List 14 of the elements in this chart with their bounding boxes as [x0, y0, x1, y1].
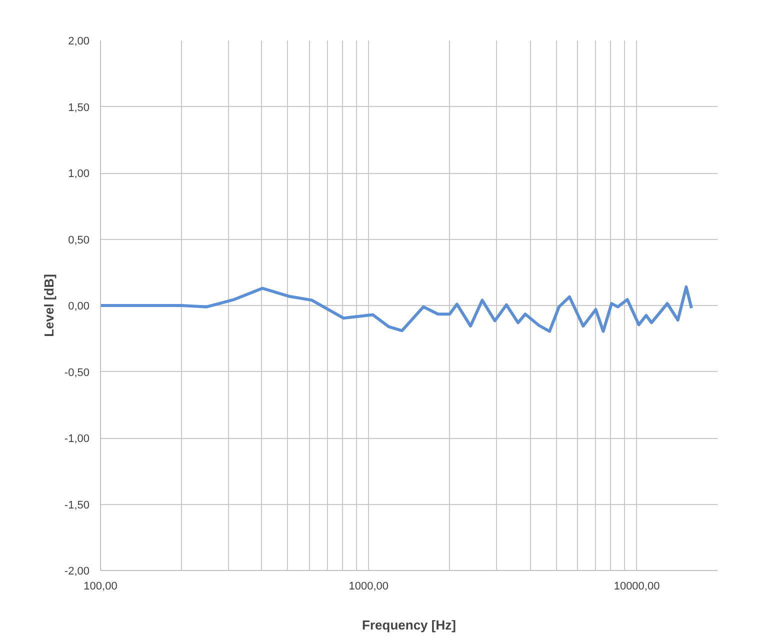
y-tick-label: -1,50: [64, 499, 90, 512]
x-tick-label: 1000,00: [348, 580, 389, 592]
x-tick-label: 10000,00: [614, 580, 660, 592]
y-axis-title: Level [dB]: [41, 274, 56, 337]
y-tick-label: 1,50: [68, 102, 90, 114]
y-tick-label: 0,50: [68, 234, 90, 246]
y-tick-label: 1,00: [68, 168, 90, 180]
x-axis-title: Frequency [Hz]: [362, 618, 456, 632]
x-tick-label: 100,00: [84, 580, 118, 592]
y-tick-label: 2,00: [68, 36, 90, 48]
y-tick-label: -2,00: [64, 566, 90, 578]
y-tick-label: -0,50: [64, 366, 90, 379]
y-tick-label: 0,00: [68, 300, 90, 312]
y-tick-label: -1,00: [64, 433, 90, 445]
